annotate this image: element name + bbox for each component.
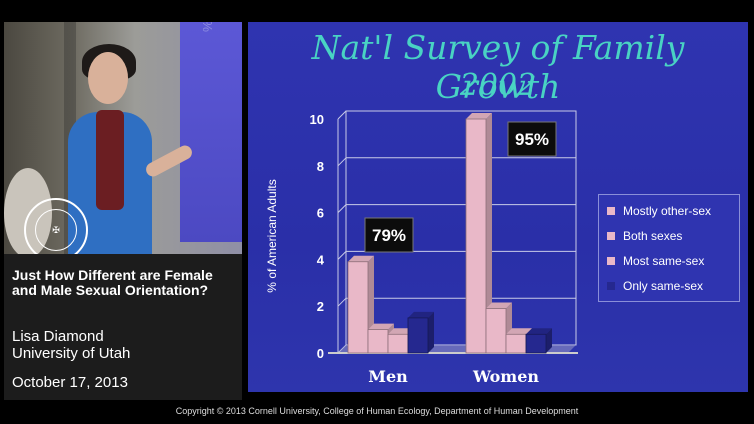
chart-legend: Mostly other-sex Both sexes Most same-sex O… <box>598 194 740 302</box>
presenter-scarf <box>96 110 124 210</box>
speaker-name: Lisa Diamond <box>12 328 104 345</box>
legend-label: Most same-sex <box>623 254 705 268</box>
grid-diagonal <box>337 297 347 307</box>
speaker-affiliation: University of Utah <box>12 345 131 362</box>
legend-swatch <box>607 282 615 290</box>
data-callout-box <box>364 217 414 253</box>
data-callout-label: 95% <box>515 130 549 149</box>
bar-top <box>368 323 394 330</box>
bar-top <box>506 328 532 335</box>
bar <box>367 329 389 354</box>
y-tick-label: 2 <box>317 299 324 314</box>
legend-label: Both sexes <box>623 229 683 243</box>
bar-chart: 0 2 4 6 8 10 % of American Adults Men Women 79% 95… <box>265 110 578 386</box>
grid-diagonal <box>337 251 347 260</box>
slide-subtitle-year: 2002 <box>459 68 537 103</box>
projection-screen-text: % of American Adu <box>200 22 215 32</box>
y-tick-label: 8 <box>317 159 324 174</box>
legend-swatch <box>607 257 615 265</box>
camera-feed: % of American Adu ✠ <box>4 22 242 254</box>
copyright-notice: Copyright © 2013 Cornell University, Col… <box>175 406 579 416</box>
bar-top <box>526 328 552 335</box>
seal-emblem: ✠ <box>35 209 77 251</box>
data-callout-label: 79% <box>372 226 406 245</box>
bar <box>505 333 527 354</box>
bar <box>347 261 369 354</box>
cornell-seal-logo: ✠ <box>24 198 88 254</box>
bar <box>407 317 429 354</box>
legend-swatch <box>607 232 615 240</box>
lecture-date: October 17, 2013 <box>12 374 128 391</box>
projection-screen <box>180 22 242 242</box>
presentation-slide: Nat'l Survey of Family Growth 2002 0 2 4 6 8… <box>248 22 748 392</box>
bar-side <box>546 328 552 353</box>
y-tick-label: 4 <box>317 252 325 267</box>
x-category-label: Women <box>472 367 539 386</box>
y-tick-label: 0 <box>317 346 324 361</box>
bar-top <box>408 311 434 318</box>
legend-label: Only same-sex <box>623 279 704 293</box>
legend-item: Both sexes <box>607 228 682 244</box>
legend-item: Most same-sex <box>607 253 704 269</box>
grid-diagonal <box>337 110 347 120</box>
bar-side <box>486 113 492 353</box>
legend-item: Mostly other-sex <box>607 203 711 219</box>
bar <box>485 308 507 354</box>
bar <box>387 333 409 354</box>
bar <box>525 333 547 354</box>
legend-label: Mostly other-sex <box>623 204 712 218</box>
presenter-head <box>88 52 128 104</box>
bar-top <box>466 113 492 119</box>
slide-title: Nat'l Survey of Family Growth <box>311 28 685 106</box>
grid-diagonal <box>337 204 347 213</box>
lecture-title: Just How Different are Female and Male S… <box>12 267 213 298</box>
legend-item: Only same-sex <box>607 278 703 294</box>
bar <box>465 118 487 354</box>
legend-swatch <box>607 207 615 215</box>
y-tick-label: 10 <box>310 112 324 127</box>
grid-diagonal <box>337 157 347 167</box>
bar-top <box>348 255 374 262</box>
bar-side <box>428 311 434 353</box>
bar-top <box>486 302 512 309</box>
y-tick-label: 6 <box>317 206 324 221</box>
bar-top <box>388 328 414 335</box>
x-category-label: Men <box>368 367 408 386</box>
lecture-caption-panel: Just How Different are Female and Male S… <box>4 254 242 400</box>
y-axis-label: % of American Adults <box>265 179 279 292</box>
data-callout-box <box>507 121 557 157</box>
